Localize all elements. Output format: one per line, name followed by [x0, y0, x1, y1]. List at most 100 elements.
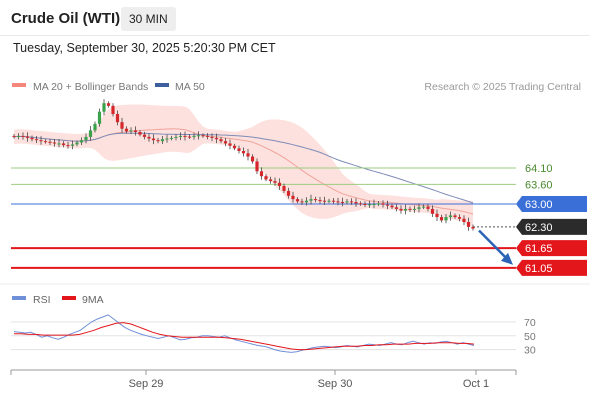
- candle: [354, 198, 358, 207]
- candle: [21, 132, 25, 140]
- candle-body: [430, 208, 435, 214]
- candle: [52, 138, 57, 147]
- candle: [255, 158, 259, 175]
- candle-body: [322, 200, 327, 202]
- candle-body: [448, 215, 453, 218]
- candle-body: [390, 205, 394, 208]
- candle: [174, 134, 178, 141]
- candle-body: [48, 141, 52, 143]
- ma50-legend-swatch: [155, 83, 169, 87]
- candle-body: [250, 156, 255, 162]
- candle-body: [318, 200, 322, 202]
- candle-body: [471, 226, 475, 229]
- candle-body: [228, 143, 232, 146]
- candle: [471, 224, 475, 231]
- candle-body: [367, 204, 372, 206]
- ma20-legend-swatch: [12, 83, 26, 87]
- ma20-legend-label: MA 20 + Bollinger Bands: [33, 81, 148, 93]
- candle: [417, 203, 421, 213]
- candle-body: [331, 200, 336, 202]
- candle: [412, 205, 417, 213]
- candle: [93, 121, 97, 133]
- candle-body: [219, 139, 223, 142]
- candle-body: [232, 145, 237, 149]
- candle: [363, 201, 367, 208]
- candle-body: [84, 136, 88, 141]
- candle-body: [327, 200, 331, 202]
- candle-body: [376, 203, 381, 205]
- candle: [106, 101, 111, 108]
- candle-body: [66, 145, 70, 147]
- candle-body: [169, 137, 174, 139]
- candle: [129, 127, 133, 135]
- candle-body: [426, 206, 430, 209]
- rsi-ma-legend-label: 9MA: [82, 294, 104, 306]
- candle: [12, 133, 16, 139]
- candle: [124, 126, 129, 134]
- rsi-ma-line: [14, 322, 475, 351]
- candle: [394, 204, 399, 212]
- candle: [156, 137, 160, 144]
- candle-body: [133, 130, 138, 132]
- candle-body: [241, 150, 246, 154]
- candle: [327, 198, 331, 204]
- candle-body: [336, 201, 340, 203]
- candle-body: [39, 140, 43, 142]
- candle: [237, 145, 241, 154]
- candle: [448, 211, 453, 221]
- forecast-arrow: [478, 229, 513, 265]
- candle-body: [93, 123, 97, 131]
- ma50-legend-label: MA 50: [175, 81, 205, 93]
- candle-body: [300, 201, 304, 203]
- candle-body: [183, 135, 187, 137]
- candle: [147, 133, 151, 142]
- candle-body: [444, 217, 448, 221]
- candle-body: [259, 171, 264, 177]
- candle-body: [246, 153, 250, 157]
- candle-body: [354, 202, 358, 204]
- candle: [43, 139, 48, 144]
- price-tag-62.30: [516, 218, 587, 235]
- candle-body: [16, 135, 21, 137]
- forecast-arrow-head: [501, 252, 513, 265]
- candle: [39, 136, 43, 145]
- candle-body: [273, 181, 277, 183]
- chart-legend: MA 20 + Bollinger Bands MA 50 Research ©…: [12, 81, 581, 93]
- candle-body: [466, 222, 471, 227]
- candle-body: [295, 199, 300, 202]
- level-label-64.10: 64.10: [525, 163, 553, 175]
- candle-body: [381, 203, 385, 205]
- timeframe-selector[interactable]: 30 MIN: [121, 7, 176, 31]
- candle-body: [264, 176, 268, 180]
- candle-body: [349, 201, 354, 203]
- candle: [30, 135, 34, 142]
- candle: [268, 176, 273, 184]
- candle: [390, 203, 394, 210]
- forecast-arrow-shaft: [478, 229, 507, 259]
- candle: [214, 133, 219, 144]
- price-tag-61.65: [516, 240, 587, 257]
- candle: [169, 135, 174, 141]
- candle-body: [88, 130, 93, 137]
- candle: [232, 143, 237, 151]
- candle-body: [142, 134, 147, 137]
- candle: [210, 133, 214, 142]
- candle: [165, 134, 169, 143]
- x-tick-label: Sep 29: [129, 378, 164, 390]
- candle: [178, 132, 183, 141]
- candle: [444, 213, 448, 224]
- level-label-61.05: 61.05: [525, 263, 553, 275]
- candle: [408, 206, 412, 213]
- candle-body: [147, 136, 151, 139]
- candle: [331, 197, 336, 204]
- candle-body: [372, 204, 376, 205]
- candle: [309, 194, 313, 205]
- rsi-ma-legend-swatch: [62, 296, 76, 300]
- candle: [300, 198, 304, 205]
- candle: [34, 136, 39, 144]
- candle-body: [57, 143, 61, 145]
- candle: [291, 191, 295, 203]
- candle: [426, 203, 430, 212]
- candle-body: [394, 207, 399, 209]
